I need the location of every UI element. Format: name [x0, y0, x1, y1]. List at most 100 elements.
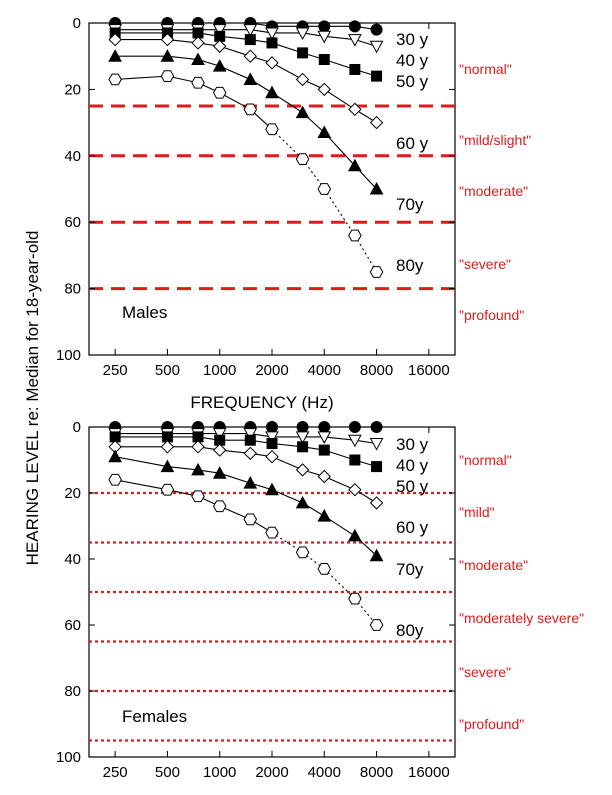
data-point [369, 181, 384, 195]
x-tick-label: 500 [155, 764, 180, 781]
data-point [317, 82, 331, 97]
data-point [295, 495, 310, 509]
series-line-segment [271, 456, 303, 471]
data-point [160, 49, 175, 62]
data-point [265, 526, 279, 539]
series-line-segment [323, 188, 356, 236]
series-label: 80y [396, 256, 424, 275]
data-point [244, 434, 256, 446]
y-tick-label: 20 [64, 485, 81, 502]
data-point [266, 37, 278, 49]
data-point [243, 72, 258, 85]
data-point [317, 30, 332, 44]
data-point [370, 23, 383, 36]
series-line-segment [271, 62, 303, 80]
data-point [191, 36, 205, 50]
data-point [348, 34, 362, 47]
series-label: 60 y [396, 134, 429, 153]
data-point [369, 548, 384, 562]
data-point [348, 482, 362, 497]
x-tick-label: 2000 [255, 362, 288, 379]
data-point [295, 105, 310, 119]
x-tick-label: 1000 [203, 764, 236, 781]
y-tick-label: 40 [64, 551, 81, 568]
data-point [191, 440, 205, 454]
data-point [243, 428, 258, 441]
series-40-y [108, 428, 384, 451]
series-line-segment [167, 55, 199, 61]
data-point [317, 431, 332, 444]
data-point [160, 483, 175, 496]
series-line-segment [219, 472, 251, 484]
x-tick-label: 16000 [408, 764, 450, 781]
data-point [295, 27, 310, 41]
data-point [317, 469, 331, 484]
x-tick-label: 250 [103, 764, 128, 781]
data-point [348, 434, 362, 448]
data-point [295, 546, 310, 559]
data-point [297, 441, 309, 453]
x-axis-label: FREQUENCY (Hz) [190, 393, 333, 412]
category-label: "normal" [459, 452, 512, 468]
y-axis-label: HEARING LEVEL re: Median for 18-year-old [23, 231, 42, 566]
data-point [317, 563, 332, 575]
data-point [213, 443, 227, 457]
data-point [348, 421, 361, 433]
series-line-segment [219, 65, 251, 80]
series-label: 60 y [396, 518, 429, 537]
data-point [212, 24, 227, 37]
females-panel: 0 20 40 60 80 100 250 500 1000 2000 4000 8000 16000 F… [56, 419, 584, 781]
data-point [265, 85, 279, 99]
series-label: 70y [396, 560, 424, 579]
data-point [318, 20, 331, 33]
x-tick-label: 250 [103, 362, 128, 379]
series-line-segment [323, 88, 356, 110]
data-point [212, 428, 227, 441]
series-line-segment [323, 568, 356, 599]
series-80y [108, 473, 384, 631]
data-point [244, 34, 256, 46]
data-point [318, 421, 331, 433]
data-point [369, 40, 384, 54]
category-label: "moderate" [459, 557, 528, 573]
panel-label: Females [122, 707, 187, 726]
data-point [160, 32, 175, 47]
series-line-segment [271, 489, 303, 504]
y-tick-label: 20 [64, 81, 81, 98]
x-tick-label: 4000 [308, 764, 341, 781]
data-point [296, 421, 309, 433]
data-point [191, 462, 205, 476]
series-label: 50 y [396, 72, 429, 91]
y-tick-label: 80 [64, 683, 81, 700]
data-point [295, 153, 310, 165]
x-tick-label: 500 [155, 362, 180, 379]
data-point [266, 421, 278, 433]
data-point [212, 466, 227, 479]
data-point [108, 73, 122, 86]
series-50-y [109, 431, 383, 473]
category-label: "moderately severe" [459, 610, 584, 626]
data-point [108, 473, 122, 486]
data-point [371, 461, 383, 473]
series-line-segment [323, 132, 356, 167]
data-point [243, 49, 258, 63]
data-point [348, 229, 362, 242]
data-point [369, 496, 384, 510]
data-point [191, 76, 205, 89]
data-point [108, 32, 122, 47]
data-point [160, 459, 175, 473]
data-point [318, 444, 330, 456]
series-line-segment [115, 456, 168, 468]
series-label: 40 y [396, 51, 429, 70]
data-point [349, 454, 361, 466]
data-point [212, 86, 227, 99]
data-point [370, 421, 383, 433]
y-tick-label: 40 [64, 148, 81, 165]
data-point [348, 592, 362, 605]
data-point [369, 115, 384, 130]
category-label: "mild/slight" [459, 132, 531, 148]
series-line-segment [219, 45, 251, 57]
panel-label: Males [122, 303, 167, 322]
category-label: "mild" [459, 504, 495, 520]
